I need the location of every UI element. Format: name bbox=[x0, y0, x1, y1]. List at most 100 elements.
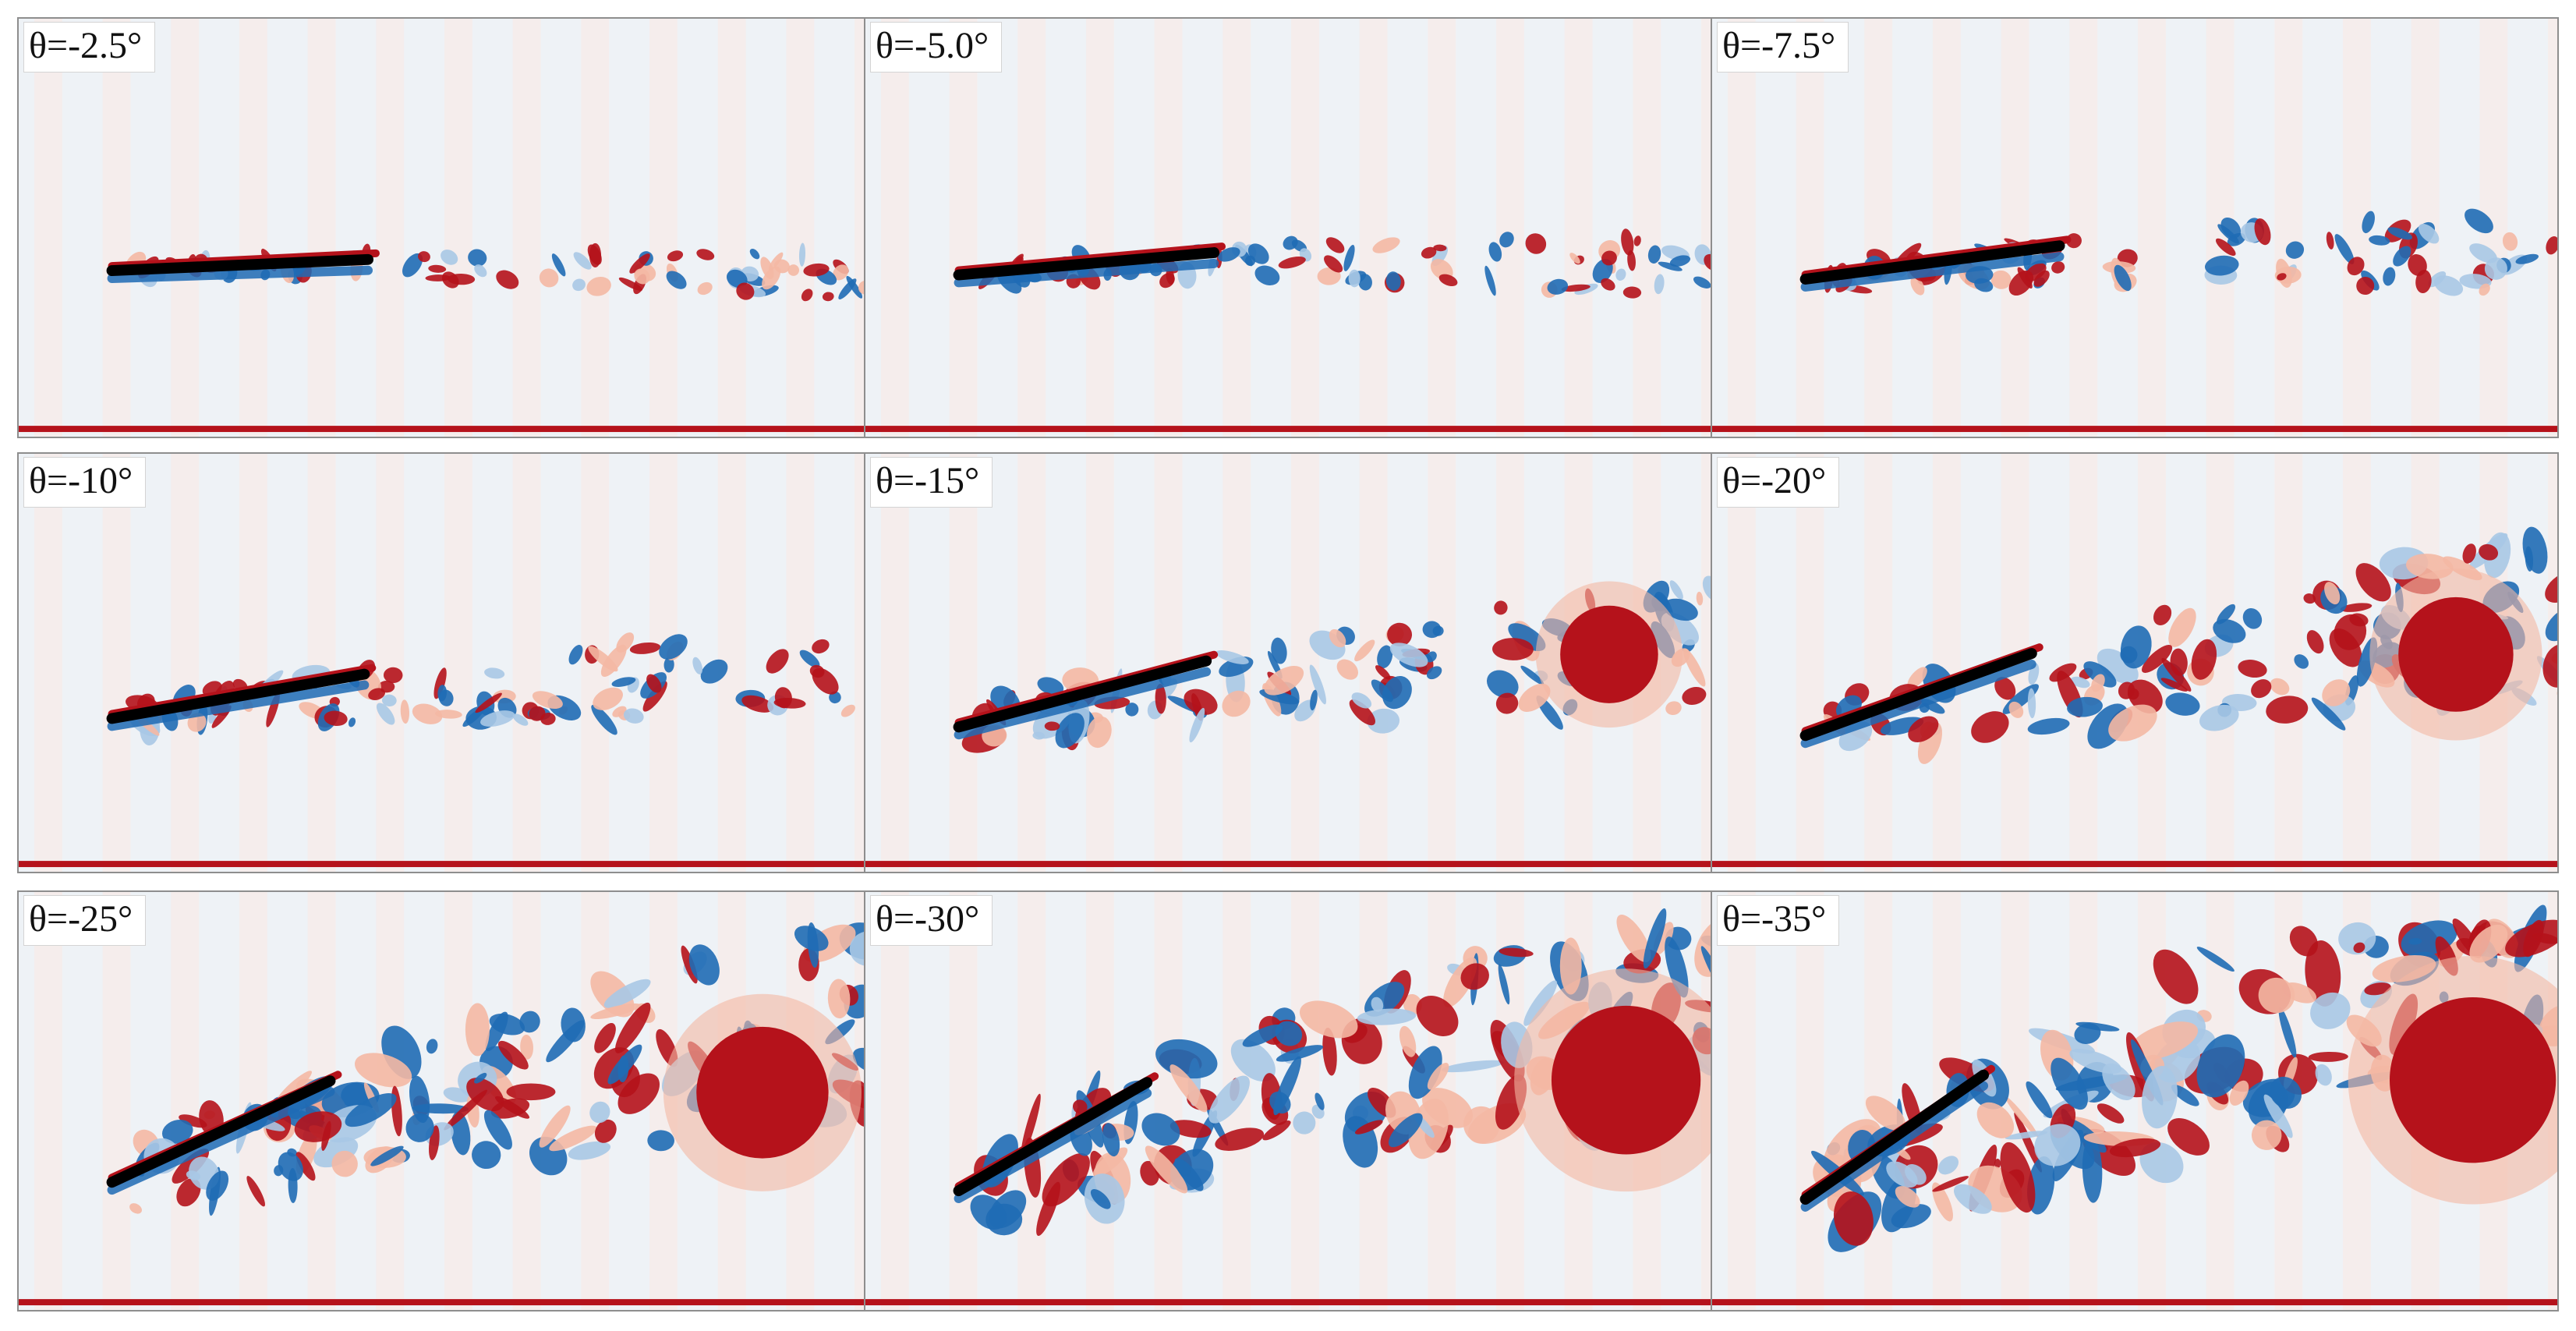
freestream-stripe bbox=[171, 892, 199, 1310]
freestream-stripe bbox=[718, 19, 746, 437]
freestream-stripe bbox=[1086, 454, 1114, 872]
freestream-stripe bbox=[1086, 19, 1114, 437]
freestream-stripe bbox=[786, 19, 814, 437]
shed-vortex-core bbox=[1560, 606, 1658, 703]
freestream-stripe bbox=[1017, 454, 1046, 872]
freestream-stripe bbox=[1796, 454, 1824, 872]
freestream-stripe bbox=[881, 19, 909, 437]
freestream-stripe bbox=[444, 454, 472, 872]
panel-theta-15: θ=-15° bbox=[864, 452, 1712, 873]
freestream-stripe bbox=[2548, 19, 2557, 437]
positive-vortex bbox=[465, 1004, 490, 1057]
ground-boundary-layer bbox=[19, 426, 864, 432]
freestream-stripe bbox=[1864, 19, 1892, 437]
freestream-stripe bbox=[2001, 19, 2029, 437]
freestream-stripe bbox=[1017, 892, 1046, 1310]
freestream-stripe bbox=[1796, 892, 1824, 1310]
panel-theta-20: θ=-20° bbox=[1711, 452, 2559, 873]
freestream-stripe bbox=[1291, 19, 1319, 437]
panel-angle-label: θ=-30° bbox=[870, 895, 993, 946]
ground-boundary-layer bbox=[865, 1299, 1711, 1305]
freestream-stripe bbox=[2274, 19, 2302, 437]
freestream-stripe bbox=[308, 454, 336, 872]
freestream-stripe bbox=[1155, 892, 1183, 1310]
shed-vortex-core bbox=[696, 1027, 828, 1159]
ground-boundary-layer bbox=[19, 1299, 864, 1305]
freestream-stripe bbox=[1017, 19, 1046, 437]
freestream-stripe bbox=[444, 19, 472, 437]
freestream-stripe bbox=[376, 454, 404, 872]
freestream-stripe bbox=[1728, 892, 1756, 1310]
vorticity-field bbox=[1712, 19, 2557, 437]
freestream-stripe bbox=[581, 19, 609, 437]
panel-angle-label: θ=-15° bbox=[870, 457, 993, 508]
freestream-stripe bbox=[2069, 19, 2097, 437]
ground-boundary-layer bbox=[1712, 426, 2557, 432]
shed-vortex-core bbox=[2390, 997, 2556, 1163]
vorticity-field bbox=[865, 892, 1711, 1310]
freestream-stripe bbox=[1496, 19, 1524, 437]
vorticity-field bbox=[1712, 892, 2557, 1310]
freestream-stripe bbox=[1864, 454, 1892, 872]
freestream-stripe bbox=[34, 454, 62, 872]
freestream-stripe bbox=[34, 892, 62, 1310]
panel-angle-label: θ=-5.0° bbox=[870, 22, 1002, 73]
freestream-stripe bbox=[1291, 454, 1319, 872]
freestream-stripe bbox=[1360, 19, 1388, 437]
freestream-stripe bbox=[855, 19, 864, 437]
panel-angle-label: θ=-2.5° bbox=[23, 22, 155, 73]
freestream-stripe bbox=[581, 892, 609, 1310]
freestream-stripe bbox=[1701, 454, 1711, 872]
panel-theta-35: θ=-35° bbox=[1711, 890, 2559, 1312]
freestream-stripe bbox=[1565, 19, 1593, 437]
ground-boundary-layer bbox=[1712, 1299, 2557, 1305]
freestream-stripe bbox=[376, 19, 404, 437]
panel-angle-label: θ=-7.5° bbox=[1717, 22, 1849, 73]
panel-angle-label: θ=-25° bbox=[23, 895, 146, 946]
panel-theta-2-5: θ=-2.5° bbox=[17, 17, 865, 438]
vorticity-field bbox=[865, 454, 1711, 872]
freestream-stripe bbox=[950, 19, 978, 437]
vorticity-field bbox=[1712, 454, 2557, 872]
panel-theta-7-5: θ=-7.5° bbox=[1711, 17, 2559, 438]
freestream-stripe bbox=[1796, 19, 1824, 437]
shed-vortex-core bbox=[1552, 1006, 1700, 1155]
freestream-stripe bbox=[1933, 19, 1961, 437]
freestream-stripe bbox=[171, 454, 199, 872]
panel-angle-label: θ=-10° bbox=[23, 457, 146, 508]
freestream-stripe bbox=[239, 454, 267, 872]
panel-theta-25: θ=-25° bbox=[17, 890, 865, 1312]
freestream-stripe bbox=[171, 19, 199, 437]
freestream-stripe bbox=[1291, 892, 1319, 1310]
freestream-stripe bbox=[1428, 19, 1456, 437]
panel-angle-label: θ=-20° bbox=[1717, 457, 1839, 508]
freestream-stripe bbox=[2138, 19, 2166, 437]
vorticity-field bbox=[19, 892, 864, 1310]
freestream-stripe bbox=[1728, 454, 1756, 872]
freestream-stripe bbox=[1933, 454, 1961, 872]
freestream-stripe bbox=[103, 892, 131, 1310]
ground-boundary-layer bbox=[865, 426, 1711, 432]
ground-boundary-layer bbox=[1712, 861, 2557, 867]
vorticity-field bbox=[19, 454, 864, 872]
freestream-stripe bbox=[881, 892, 909, 1310]
freestream-stripe bbox=[513, 19, 541, 437]
freestream-stripe bbox=[103, 454, 131, 872]
shed-vortex-core bbox=[2398, 597, 2513, 712]
freestream-stripe bbox=[1633, 19, 1661, 437]
freestream-stripe bbox=[1728, 19, 1756, 437]
panel-theta-30: θ=-30° bbox=[864, 890, 1712, 1312]
freestream-stripe bbox=[34, 19, 62, 437]
freestream-stripe bbox=[881, 454, 909, 872]
freestream-stripe bbox=[103, 19, 131, 437]
freestream-stripe bbox=[308, 19, 336, 437]
panel-angle-label: θ=-35° bbox=[1717, 895, 1839, 946]
panel-theta-5-0: θ=-5.0° bbox=[864, 17, 1712, 438]
freestream-stripe bbox=[855, 454, 864, 872]
freestream-stripe bbox=[1223, 19, 1251, 437]
freestream-stripe bbox=[513, 454, 541, 872]
vorticity-field bbox=[19, 19, 864, 437]
freestream-stripe bbox=[1496, 454, 1524, 872]
freestream-stripe bbox=[649, 19, 678, 437]
freestream-stripe bbox=[239, 892, 267, 1310]
